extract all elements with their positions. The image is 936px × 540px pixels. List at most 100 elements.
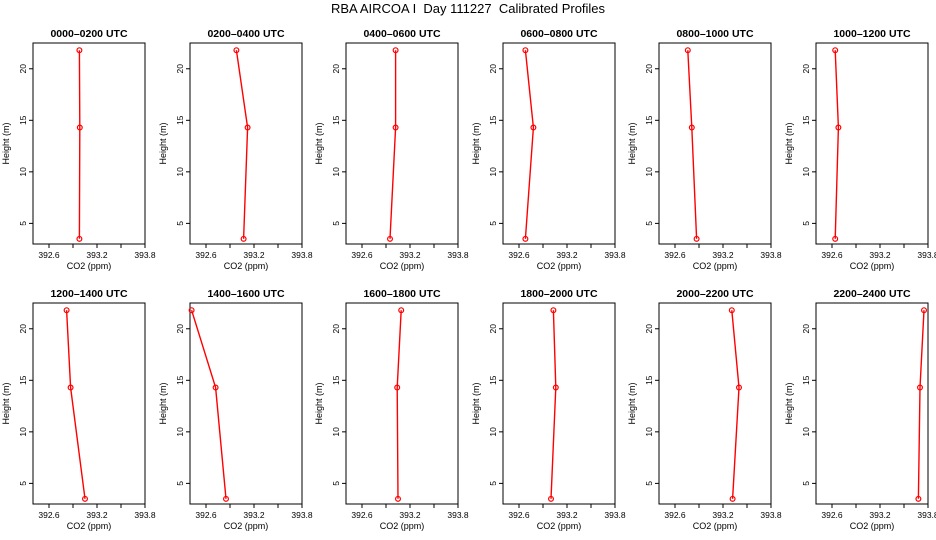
chart-panel-6: 1000–1200 UTC 392.6 393.2 393.8 5 10 15 20 CO2 (… (784, 28, 936, 271)
profile-line (190, 309, 227, 499)
x-axis-label: CO2 (ppm) (67, 261, 112, 271)
y-tick-label: 5 (644, 221, 654, 226)
y-tick-label: 10 (331, 167, 341, 177)
profile-line (524, 50, 535, 239)
x-tick-label: 393.2 (556, 250, 578, 260)
y-tick-label: 15 (801, 375, 811, 385)
data-point (729, 495, 736, 502)
x-tick-label: 392.6 (821, 510, 843, 520)
x-tick-label: 393.2 (869, 510, 891, 520)
data-point (233, 47, 240, 54)
y-tick-label: 5 (801, 221, 811, 226)
plot-frame (189, 302, 303, 505)
y-axis-label: Height (m) (158, 382, 168, 424)
chart-panel-2: 0200–0400 UTC 392.6 393.2 393.8 5 10 15 20 CO2 (… (158, 28, 313, 271)
y-tick-label: 10 (801, 167, 811, 177)
panel-title: 0800–1000 UTC (676, 28, 753, 40)
x-axis-label: CO2 (ppm) (537, 261, 582, 271)
x-tick-label: 393.8 (447, 250, 469, 260)
y-tick-label: 20 (175, 64, 185, 74)
x-tick-label: 393.2 (869, 250, 891, 260)
panel-title: 2000–2200 UTC (676, 288, 753, 300)
data-point (835, 124, 842, 131)
x-tick-label: 392.6 (38, 510, 60, 520)
y-tick-label: 10 (18, 167, 28, 177)
y-tick-label: 20 (644, 324, 654, 334)
y-tick-label: 10 (801, 427, 811, 437)
x-axis-label: CO2 (ppm) (693, 261, 738, 271)
x-tick-label: 393.2 (243, 250, 265, 260)
x-tick-label: 393.8 (917, 250, 936, 260)
profile-line (917, 310, 925, 499)
plot-frame (32, 302, 146, 505)
chart-panel-4: 0600–0800 UTC 392.6 393.2 393.8 5 10 15 20 CO2 (… (471, 28, 626, 271)
data-point (212, 384, 219, 391)
y-tick-label: 10 (18, 427, 28, 437)
data-point (81, 495, 88, 502)
panel-title: 2200–2400 UTC (833, 288, 910, 300)
x-tick-label: 393.2 (243, 510, 265, 520)
x-tick-label: 392.6 (508, 510, 530, 520)
panel-title: 1800–2000 UTC (520, 288, 597, 300)
y-axis-label: Height (m) (314, 382, 324, 424)
data-point (392, 47, 399, 54)
x-tick-label: 393.2 (556, 510, 578, 520)
data-point (547, 495, 554, 502)
profile-line (550, 310, 557, 499)
profile-line (687, 50, 698, 239)
y-tick-label: 5 (488, 221, 498, 226)
chart-panel-10: 1800–2000 UTC 392.6 393.2 393.8 5 10 15 20 CO2 (… (471, 288, 626, 531)
x-axis-label: CO2 (ppm) (224, 261, 269, 271)
y-tick-label: 15 (331, 375, 341, 385)
chart-panel-9: 1600–1800 UTC 392.6 393.2 393.8 5 10 15 20 CO2 (… (314, 288, 469, 531)
y-axis-label: Height (m) (314, 122, 324, 164)
y-axis-label: Height (m) (471, 122, 481, 164)
chart-panel-12: 2200–2400 UTC 392.6 393.2 393.8 5 10 15 20 CO2 (… (784, 288, 936, 531)
y-tick-label: 15 (18, 115, 28, 125)
y-axis-label: Height (m) (784, 122, 794, 164)
plot-frame (502, 42, 616, 245)
chart-panel-3: 0400–0600 UTC 392.6 393.2 393.8 5 10 15 20 CO2 (… (314, 28, 469, 271)
figure-title: RBA AIRCOA I Day 111227 Calibrated Profi… (330, 1, 606, 16)
x-axis-label: CO2 (ppm) (693, 521, 738, 531)
data-point (916, 384, 923, 391)
y-tick-label: 5 (331, 221, 341, 226)
x-tick-label: 393.8 (760, 510, 782, 520)
data-point (76, 124, 83, 131)
y-axis-label: Height (m) (1, 122, 11, 164)
y-tick-label: 20 (18, 324, 28, 334)
y-tick-label: 5 (18, 221, 28, 226)
x-axis-label: CO2 (ppm) (224, 521, 269, 531)
y-tick-label: 15 (175, 115, 185, 125)
y-tick-label: 10 (175, 167, 185, 177)
y-tick-label: 20 (488, 324, 498, 334)
data-point (67, 384, 74, 391)
x-tick-label: 392.6 (821, 250, 843, 260)
y-tick-label: 15 (644, 115, 654, 125)
x-tick-label: 393.2 (399, 510, 421, 520)
plot-frame (32, 42, 146, 245)
plot-frame (345, 42, 459, 245)
plot-frame (658, 42, 772, 245)
panel-title: 1400–1600 UTC (207, 288, 284, 300)
x-axis-label: CO2 (ppm) (67, 521, 112, 531)
plot-frame (658, 302, 772, 505)
data-point (552, 384, 559, 391)
y-tick-label: 5 (175, 481, 185, 486)
x-tick-label: 392.6 (351, 510, 373, 520)
panel-title: 1200–1400 UTC (50, 288, 127, 300)
y-tick-label: 15 (175, 375, 185, 385)
y-tick-label: 10 (644, 427, 654, 437)
y-axis-label: Height (m) (627, 122, 637, 164)
panel-title: 0400–0600 UTC (363, 28, 440, 40)
data-point (684, 47, 691, 54)
x-tick-label: 393.2 (86, 510, 108, 520)
y-axis-label: Height (m) (158, 122, 168, 164)
data-point (530, 124, 537, 131)
x-tick-label: 393.8 (917, 510, 936, 520)
panel-title: 1000–1200 UTC (833, 28, 910, 40)
profile-line (389, 50, 397, 239)
data-point (832, 47, 839, 54)
y-axis-label: Height (m) (1, 382, 11, 424)
